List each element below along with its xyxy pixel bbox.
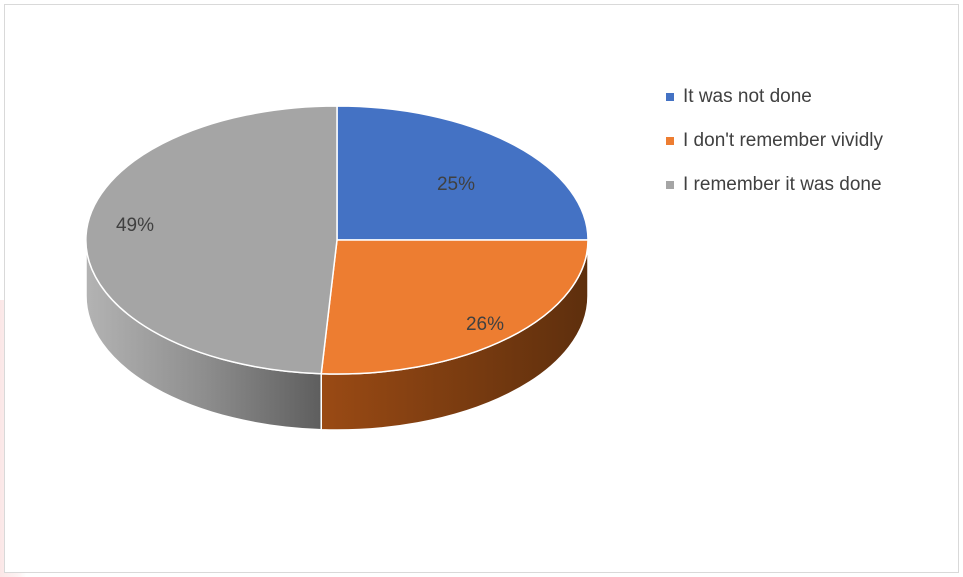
legend-label: I don't remember vividly xyxy=(683,130,884,151)
slice-dont-remember xyxy=(320,239,589,375)
legend-swatch-blue-icon xyxy=(666,93,674,101)
data-label-not-done: 25% xyxy=(437,174,475,195)
legend-label: It was not done xyxy=(683,86,812,107)
legend-item-remember-done: I remember it was done xyxy=(666,174,883,196)
legend-label: I remember it was done xyxy=(683,174,882,195)
slice-not-done xyxy=(336,105,589,241)
legend-item-not-done: It was not done xyxy=(666,86,883,108)
legend: It was not done I don't remember vividly… xyxy=(666,86,883,218)
data-label-remember-done: 49% xyxy=(116,215,154,236)
legend-item-dont-remember: I don't remember vividly xyxy=(666,130,883,152)
slice-remember-done xyxy=(85,105,338,375)
legend-swatch-orange-icon xyxy=(666,137,674,145)
legend-swatch-gray-icon xyxy=(666,181,674,189)
data-label-dont-remember: 26% xyxy=(466,314,504,335)
